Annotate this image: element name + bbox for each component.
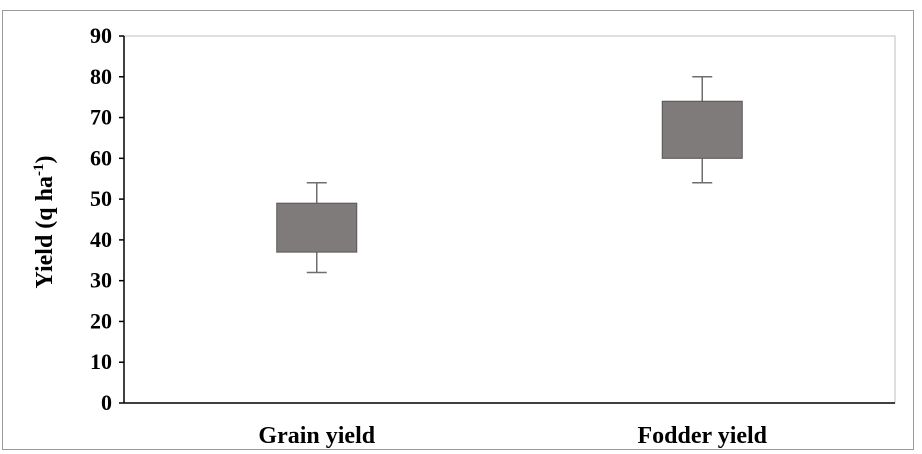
x-axis-categories: Grain yield Fodder yield xyxy=(258,423,767,449)
x-category-label: Fodder yield xyxy=(637,423,767,449)
chart-frame xyxy=(2,10,914,450)
y-tick-label: 90 xyxy=(90,23,112,48)
y-tick-label: 20 xyxy=(90,308,112,333)
y-axis-title-main: Yield (q ha xyxy=(32,176,58,288)
box-body xyxy=(661,100,743,159)
boxes xyxy=(276,76,743,274)
y-tick-label: 40 xyxy=(90,227,112,252)
plot-border xyxy=(123,35,896,404)
y-tick-label: 60 xyxy=(90,145,112,170)
y-tick-label: 70 xyxy=(90,105,112,130)
x-category-label: Grain yield xyxy=(258,423,375,449)
y-tick-label: 80 xyxy=(90,64,112,89)
box-2 xyxy=(661,76,743,184)
y-axis-title-superscript: -1 xyxy=(31,164,47,177)
y-tick-label: 0 xyxy=(101,390,112,415)
plot-area xyxy=(123,35,896,404)
y-axis-ticks: 0 10 20 30 40 50 60 70 80 90 xyxy=(90,23,124,415)
box-body xyxy=(276,202,358,253)
y-tick-label: 10 xyxy=(90,349,112,374)
box-1 xyxy=(276,182,358,274)
y-tick-label: 50 xyxy=(90,186,112,211)
y-axis-title: Yield (q ha-1) xyxy=(31,156,58,289)
y-tick-label: 30 xyxy=(90,268,112,293)
y-axis-title-suffix: ) xyxy=(32,156,58,164)
